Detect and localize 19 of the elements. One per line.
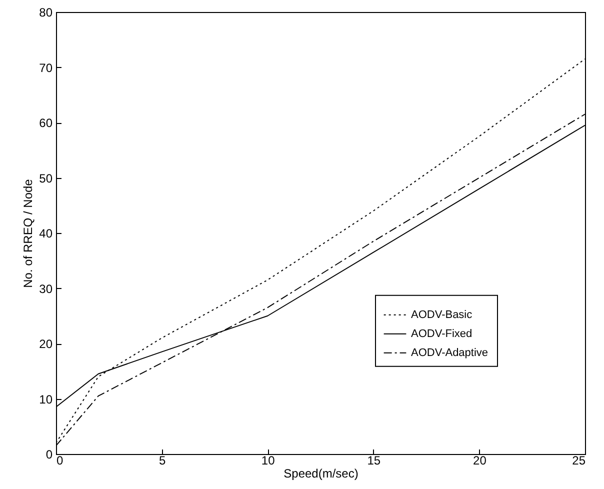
x-tick-label: 5 bbox=[158, 454, 166, 468]
legend-label: AODV-Basic bbox=[411, 308, 473, 321]
y-axis-title: No. of RREQ / Node bbox=[21, 178, 36, 288]
y-tick-label: 60 bbox=[39, 116, 53, 130]
legend-label: AODV-Adaptive bbox=[411, 346, 488, 359]
x-tick-label: 15 bbox=[367, 454, 381, 468]
x-tick-label: 25 bbox=[572, 454, 586, 468]
x-tick-label: 0 bbox=[56, 454, 64, 468]
y-tick-label: 30 bbox=[39, 282, 53, 296]
x-tick-label: 20 bbox=[473, 454, 487, 468]
y-tick-label: 50 bbox=[39, 171, 53, 186]
x-tick-label: 10 bbox=[261, 454, 276, 468]
y-tick-label: 70 bbox=[39, 60, 53, 75]
y-tick-label: 80 bbox=[39, 6, 53, 20]
y-tick-label: 10 bbox=[39, 392, 53, 406]
x-axis-title: Speed(m/sec) bbox=[284, 466, 358, 480]
legend-label: AODV-Fixed bbox=[411, 328, 472, 340]
y-tick-label: 40 bbox=[39, 226, 53, 240]
y-tick-label: 20 bbox=[39, 337, 53, 351]
